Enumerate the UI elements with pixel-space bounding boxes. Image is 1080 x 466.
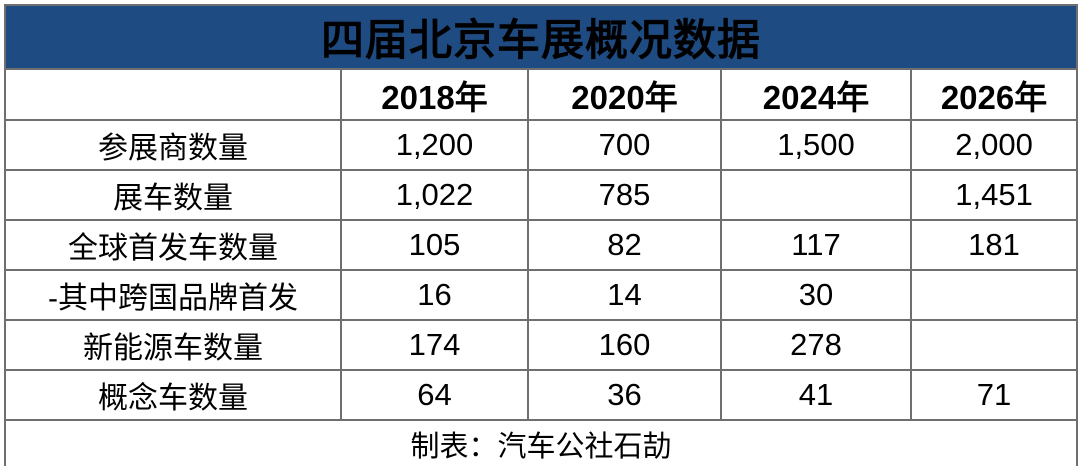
table-row-show-cars: 展车数量 1,022 785 1,451 [4, 169, 1079, 221]
table-row-concept-cars: 概念车数量 64 36 41 71 [4, 369, 1079, 421]
cell-2024: 30 [720, 269, 912, 321]
row-label: 参展商数量 [4, 119, 342, 171]
cell-2018: 1,200 [340, 119, 529, 171]
table-row-exhibitors: 参展商数量 1,200 700 1,500 2,000 [4, 119, 1079, 171]
beijing-auto-show-table: 四届北京车展概况数据 2018年 2020年 2024年 2026年 参展商数量… [3, 4, 1079, 466]
row-label: 概念车数量 [4, 369, 342, 421]
cell-2024 [720, 169, 912, 221]
cell-2024: 1,500 [720, 119, 912, 171]
cell-2026 [909, 269, 1079, 321]
page-title: 四届北京车展概况数据 [3, 4, 1079, 70]
cell-2026: 71 [909, 369, 1079, 421]
credit-text: 制表：汽车公社石劼 [3, 419, 1079, 466]
cell-2018: 16 [340, 269, 529, 321]
cell-2018: 174 [340, 319, 529, 371]
cell-2024: 278 [720, 319, 912, 371]
cell-2018: 105 [340, 219, 529, 271]
row-label: 全球首发车数量 [4, 219, 342, 271]
credit-row: 制表：汽车公社石劼 [3, 419, 1079, 466]
table-row-nev: 新能源车数量 174 160 278 [4, 319, 1079, 371]
cell-2026: 181 [909, 219, 1079, 271]
row-label: -其中跨国品牌首发 [4, 269, 342, 321]
cell-2026 [909, 319, 1079, 371]
table-row-multinational-debuts: -其中跨国品牌首发 16 14 30 [4, 269, 1079, 321]
cell-2020: 160 [527, 319, 722, 371]
column-header-row: 2018年 2020年 2024年 2026年 [4, 68, 1079, 121]
year-header-2020: 2020年 [527, 68, 722, 121]
year-header-2024: 2024年 [720, 68, 912, 121]
row-label: 展车数量 [4, 169, 342, 221]
cell-2018: 64 [340, 369, 529, 421]
cell-2024: 117 [720, 219, 912, 271]
cell-2020: 36 [527, 369, 722, 421]
cell-2024: 41 [720, 369, 912, 421]
cell-2020: 14 [527, 269, 722, 321]
corner-cell [4, 68, 342, 121]
table-row-global-debuts: 全球首发车数量 105 82 117 181 [4, 219, 1079, 271]
year-header-2018: 2018年 [340, 68, 529, 121]
cell-2026: 1,451 [909, 169, 1079, 221]
cell-2020: 82 [527, 219, 722, 271]
cell-2020: 785 [527, 169, 722, 221]
year-header-2026: 2026年 [909, 68, 1079, 121]
row-label: 新能源车数量 [4, 319, 342, 371]
cell-2020: 700 [527, 119, 722, 171]
cell-2018: 1,022 [340, 169, 529, 221]
cell-2026: 2,000 [909, 119, 1079, 171]
title-row: 四届北京车展概况数据 [3, 4, 1079, 70]
